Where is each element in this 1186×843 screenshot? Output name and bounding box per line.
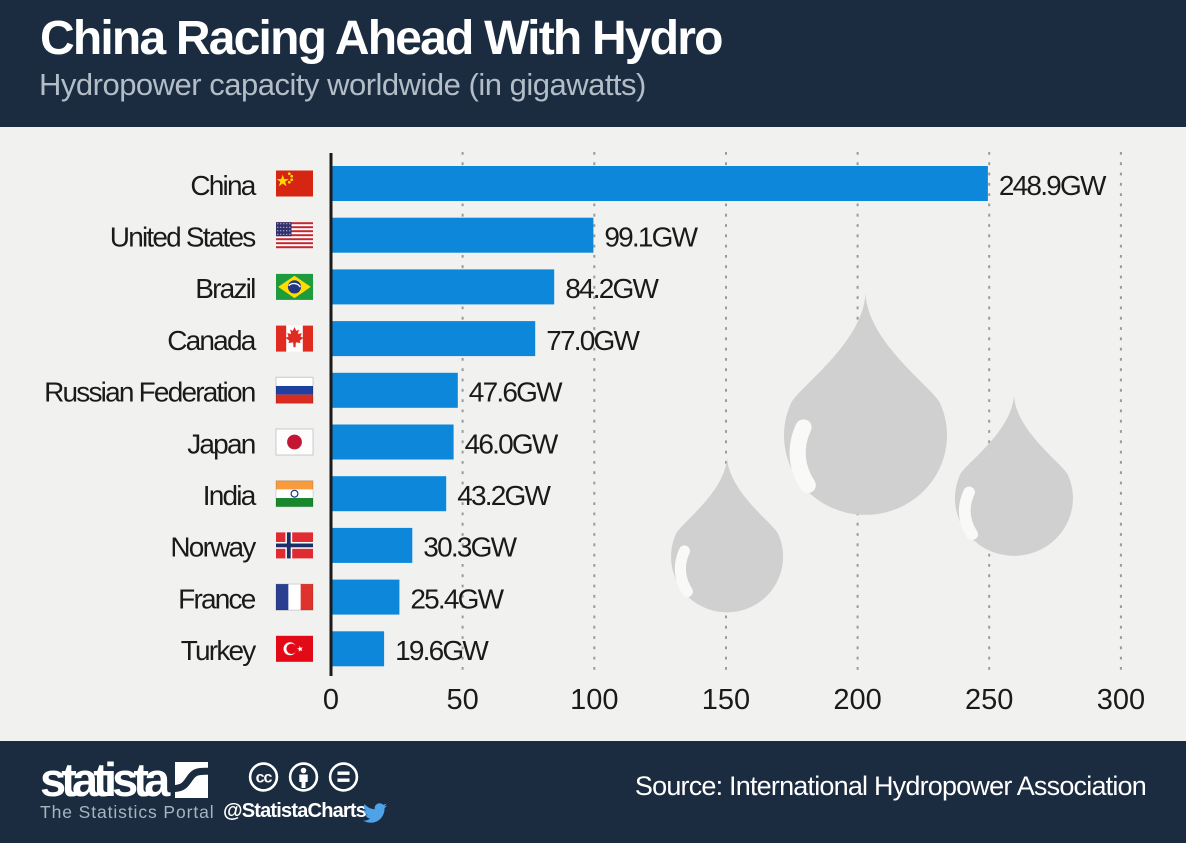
svg-text:25.4GW: 25.4GW <box>410 583 504 614</box>
svg-text:Russian Federation: Russian Federation <box>44 377 255 408</box>
svg-text:100: 100 <box>570 684 618 716</box>
svg-text:France: France <box>178 583 256 614</box>
svg-text:Turkey: Turkey <box>181 635 257 666</box>
svg-text:77.0GW: 77.0GW <box>546 325 640 356</box>
svg-text:Norway: Norway <box>170 532 256 563</box>
svg-text:84.2GW: 84.2GW <box>565 273 659 304</box>
svg-text:China: China <box>190 170 256 201</box>
svg-text:43.2GW: 43.2GW <box>457 480 551 511</box>
svg-text:150: 150 <box>702 684 750 716</box>
svg-text:India: India <box>203 480 257 511</box>
svg-text:46.0GW: 46.0GW <box>465 428 559 459</box>
svg-text:cc: cc <box>256 770 273 787</box>
svg-text:300: 300 <box>1097 684 1145 716</box>
svg-text:30.3GW: 30.3GW <box>423 532 517 563</box>
svg-text:250: 250 <box>965 684 1013 716</box>
svg-text:0: 0 <box>323 684 339 716</box>
svg-text:Canada: Canada <box>167 325 257 356</box>
svg-text:200: 200 <box>833 684 881 716</box>
svg-text:248.9GW: 248.9GW <box>999 170 1107 201</box>
svg-text:50: 50 <box>446 684 478 716</box>
svg-text:47.6GW: 47.6GW <box>469 377 563 408</box>
svg-text:United States: United States <box>110 222 255 253</box>
svg-text:19.6GW: 19.6GW <box>395 635 489 666</box>
svg-text:Japan: Japan <box>187 428 255 459</box>
svg-text:Brazil: Brazil <box>195 273 255 304</box>
svg-text:99.1GW: 99.1GW <box>604 222 698 253</box>
